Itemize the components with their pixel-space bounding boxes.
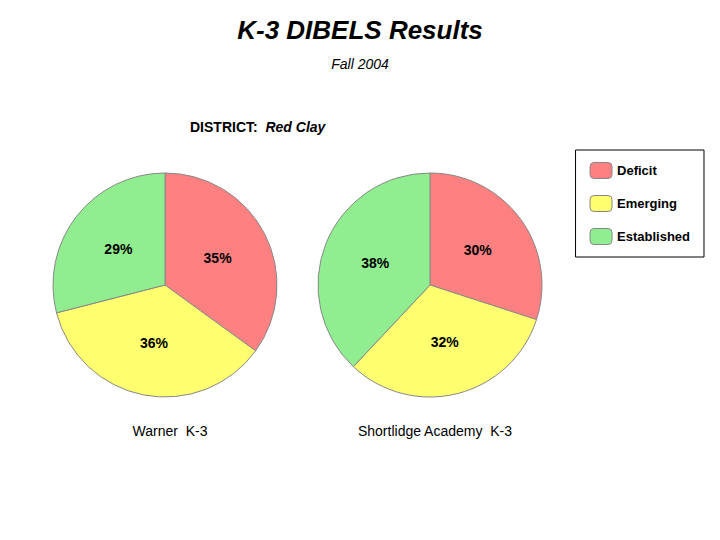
- svg-text:Fall 2004: Fall 2004: [331, 56, 389, 72]
- svg-text:Deficit: Deficit: [617, 163, 657, 178]
- svg-text:Established: Established: [617, 229, 690, 244]
- svg-text:29%: 29%: [104, 241, 133, 257]
- svg-text:Red Clay: Red Clay: [265, 119, 326, 135]
- svg-text:30%: 30%: [464, 242, 493, 258]
- svg-text:K-3 DIBELS Results: K-3 DIBELS Results: [237, 15, 483, 45]
- svg-text:DISTRICT:: DISTRICT:: [190, 119, 258, 135]
- svg-text:Shortlidge Academy K-3: Shortlidge Academy K-3: [358, 423, 512, 439]
- svg-text:32%: 32%: [431, 334, 460, 350]
- svg-text:Warner K-3: Warner K-3: [133, 423, 208, 439]
- svg-text:36%: 36%: [140, 335, 169, 351]
- svg-text:38%: 38%: [361, 255, 390, 271]
- svg-text:Emerging: Emerging: [617, 196, 677, 211]
- svg-text:35%: 35%: [204, 250, 233, 266]
